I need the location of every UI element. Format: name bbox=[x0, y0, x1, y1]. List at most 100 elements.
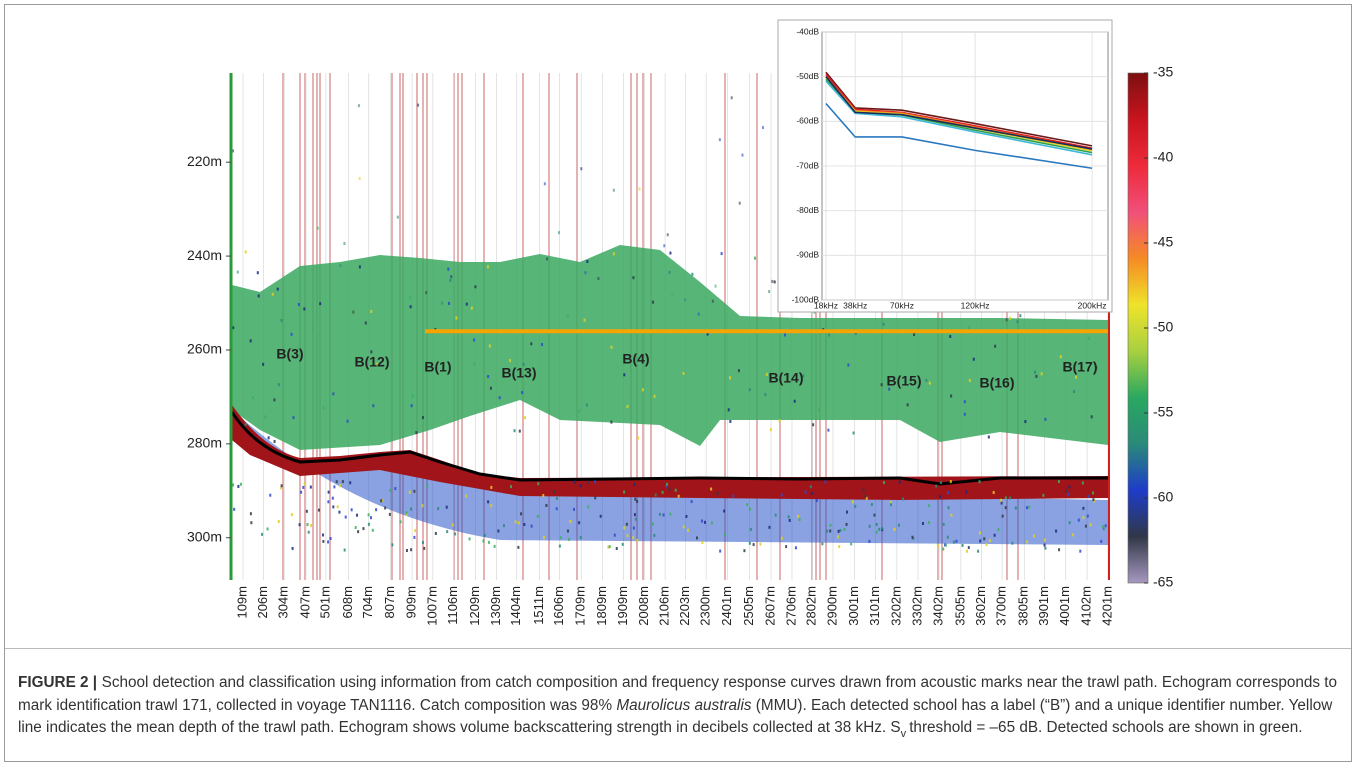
echo-speckle bbox=[815, 499, 818, 503]
echo-speckle bbox=[864, 494, 867, 498]
echo-speckle bbox=[946, 535, 949, 539]
echo-speckle bbox=[610, 420, 613, 424]
echo-speckle bbox=[780, 493, 783, 497]
echo-speckle bbox=[626, 404, 629, 408]
caption-species: Maurolicus australis bbox=[616, 696, 752, 714]
echo-speckle bbox=[826, 529, 829, 533]
echo-speckle bbox=[375, 508, 378, 512]
echo-speckle bbox=[865, 496, 868, 500]
echo-speckle bbox=[749, 527, 752, 531]
echo-speckle bbox=[1004, 496, 1007, 500]
echo-speckle bbox=[344, 515, 347, 519]
echo-speckle bbox=[367, 522, 370, 526]
echo-speckle bbox=[579, 536, 582, 540]
echo-speckle bbox=[730, 96, 733, 100]
echo-speckle bbox=[1044, 546, 1047, 550]
echo-speckle bbox=[586, 260, 589, 264]
echo-speckle bbox=[445, 505, 448, 509]
echo-speckle bbox=[743, 549, 746, 553]
x-tick-label: 704m bbox=[360, 586, 375, 619]
echo-speckle bbox=[636, 538, 639, 542]
echo-speckle bbox=[762, 126, 765, 130]
echo-speckle bbox=[723, 509, 726, 513]
figure-frame bbox=[4, 4, 1352, 762]
echo-speckle bbox=[768, 525, 771, 529]
echo-speckle bbox=[780, 536, 783, 540]
echo-speckle bbox=[370, 310, 373, 314]
echo-speckle bbox=[729, 419, 732, 423]
echo-speckle bbox=[658, 512, 661, 516]
echo-speckle bbox=[394, 487, 397, 491]
echo-speckle bbox=[682, 525, 685, 529]
echo-speckle bbox=[978, 480, 981, 484]
echo-speckle bbox=[888, 387, 891, 391]
echo-speckle bbox=[710, 521, 713, 525]
echo-speckle bbox=[882, 322, 885, 326]
echo-speckle bbox=[421, 416, 424, 420]
echo-speckle bbox=[362, 527, 365, 531]
echo-speckle bbox=[352, 310, 355, 314]
echo-speckle bbox=[607, 545, 610, 549]
echo-speckle bbox=[514, 520, 517, 524]
echo-speckle bbox=[521, 391, 524, 395]
response-curve bbox=[825, 71, 1093, 147]
echo-speckle bbox=[787, 515, 790, 519]
echo-speckle bbox=[623, 526, 626, 530]
echo-speckle bbox=[232, 149, 235, 153]
echo-speckle bbox=[290, 332, 293, 336]
echo-speckle bbox=[875, 530, 878, 534]
echo-speckle bbox=[338, 510, 341, 514]
echo-speckle bbox=[729, 376, 732, 380]
echo-speckle bbox=[690, 500, 693, 504]
echo-speckle bbox=[985, 543, 988, 547]
echo-speckle bbox=[737, 369, 740, 373]
echo-speckle bbox=[695, 536, 698, 540]
echo-speckle bbox=[778, 419, 781, 423]
echo-speckle bbox=[267, 436, 270, 440]
echo-speckle bbox=[925, 378, 928, 382]
x-tick-label: 2802m bbox=[804, 586, 819, 626]
bottom-line bbox=[230, 411, 1108, 486]
x-tick-label: 2106m bbox=[657, 586, 672, 626]
echo-speckle bbox=[410, 548, 413, 552]
inset-x-tick-label: 38kHz bbox=[843, 300, 867, 310]
echo-speckle bbox=[850, 542, 853, 546]
x-tick-label: 1809m bbox=[594, 586, 609, 626]
x-tick-label: 1606m bbox=[551, 586, 566, 626]
echo-speckle bbox=[967, 546, 970, 550]
echo-speckle bbox=[310, 524, 313, 528]
echo-speckle bbox=[1071, 533, 1074, 537]
echo-speckle bbox=[1068, 485, 1071, 489]
echo-speckle bbox=[875, 522, 878, 526]
echo-speckle bbox=[992, 491, 995, 495]
school-label: B(13) bbox=[501, 365, 536, 381]
echo-speckle bbox=[312, 326, 315, 330]
y-tick-label: 260m bbox=[187, 341, 222, 357]
echo-speckle bbox=[653, 533, 656, 537]
echo-speckle bbox=[972, 357, 975, 361]
echo-speckle bbox=[804, 490, 807, 494]
echo-speckle bbox=[1004, 506, 1007, 510]
inset-y-tick-label: -90dB bbox=[796, 250, 819, 260]
echo-speckle bbox=[585, 403, 588, 407]
echo-speckle bbox=[727, 408, 730, 412]
x-tick-label: 807m bbox=[382, 586, 397, 619]
echo-speckle bbox=[280, 486, 283, 490]
x-tick-label: 1404m bbox=[508, 586, 523, 626]
echo-speckle bbox=[928, 504, 931, 508]
echo-speckle bbox=[594, 480, 597, 484]
echo-speckle bbox=[812, 423, 815, 427]
echo-speckle bbox=[333, 485, 336, 489]
echo-speckle bbox=[654, 493, 657, 497]
echo-speckle bbox=[599, 514, 602, 518]
echo-speckle bbox=[1005, 318, 1008, 322]
echo-speckle bbox=[370, 350, 373, 354]
echogram: B(3) B(12) B(1) B(13) B(4) B(14) B(15) B(16) B(1… bbox=[229, 73, 1110, 580]
echo-speckle bbox=[488, 344, 491, 348]
echo-speckle bbox=[388, 512, 391, 516]
echo-speckle bbox=[566, 314, 569, 318]
echo-speckle bbox=[746, 503, 749, 507]
echo-speckle bbox=[987, 435, 990, 439]
school-label: B(1) bbox=[424, 359, 451, 375]
echo-speckle bbox=[316, 226, 319, 230]
